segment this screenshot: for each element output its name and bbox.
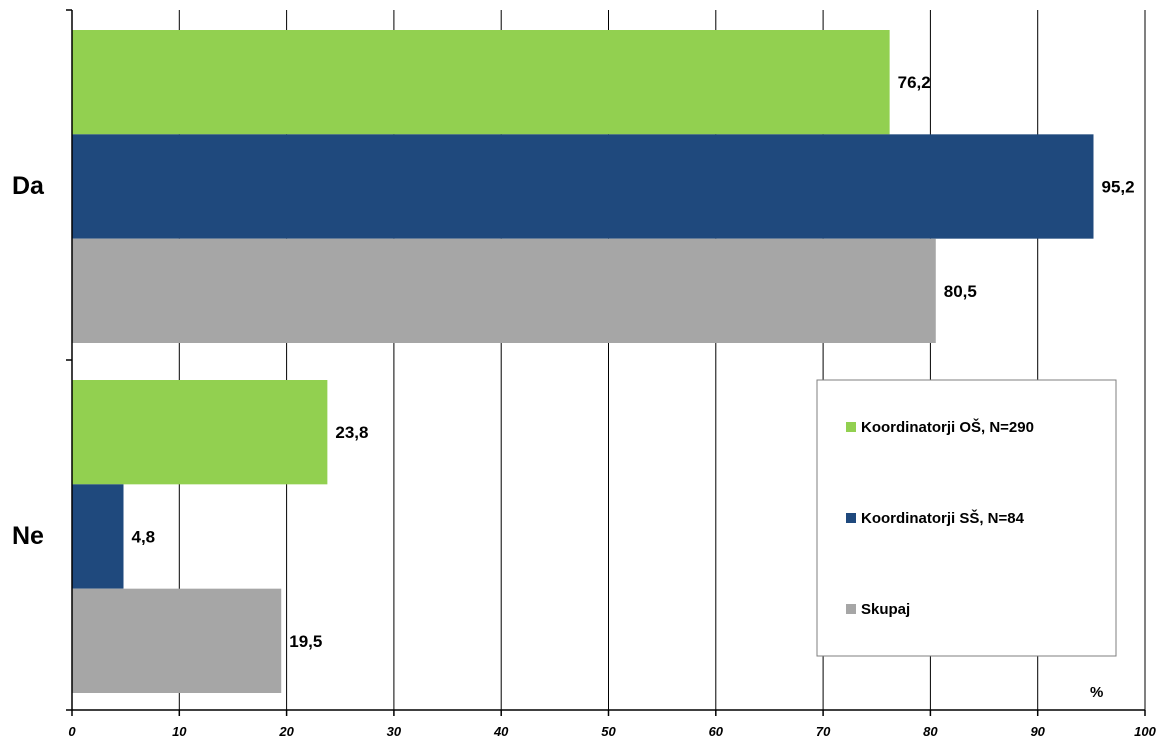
legend-swatch-series-3: [846, 604, 856, 614]
x-tick-label-100: 100: [1134, 724, 1156, 739]
category-label-da: Da: [12, 172, 45, 200]
legend-swatch-series-2: [846, 513, 856, 523]
legend-label-series-3: Skupaj: [861, 601, 910, 618]
category-labels: Da Ne: [12, 172, 45, 550]
x-tick-label-30: 30: [387, 724, 402, 739]
data-label-da-series-3: 80,5: [944, 282, 977, 301]
x-tick-label-70: 70: [816, 724, 831, 739]
bar-da-series-1: [72, 30, 890, 135]
bars: [72, 30, 1094, 693]
x-tick-label-0: 0: [68, 724, 76, 739]
x-tick-label-50: 50: [601, 724, 616, 739]
data-label-ne-series-2: 4,8: [132, 528, 156, 547]
x-tick-label-40: 40: [493, 724, 509, 739]
legend-label-series-1: Koordinatorji OŠ, N=290: [861, 418, 1034, 436]
axes: [66, 9, 1146, 716]
bar-ne-series-3: [72, 588, 282, 693]
legend-swatch-series-1: [846, 422, 856, 432]
legend-box: [816, 379, 1117, 657]
bar-da-series-3: [72, 238, 936, 343]
x-unit-label: %: [1090, 684, 1103, 701]
x-tick-labels: 0 10 20 30 40 50 60 70 80 90 100: [68, 724, 1156, 739]
data-label-ne-series-3: 19,5: [289, 632, 322, 651]
bar-ne-series-1: [72, 380, 328, 485]
x-tick-label-90: 90: [1030, 724, 1045, 739]
data-label-da-series-2: 95,2: [1101, 178, 1134, 197]
x-tick-label-20: 20: [278, 724, 294, 739]
category-label-ne: Ne: [12, 522, 44, 550]
legend-label-series-2: Koordinatorji SŠ, N=84: [861, 509, 1025, 527]
x-tick-label-60: 60: [709, 724, 724, 739]
x-tick-label-80: 80: [923, 724, 938, 739]
x-tick-label-10: 10: [172, 724, 187, 739]
data-label-da-series-1: 76,2: [898, 73, 931, 92]
legend: Koordinatorji OŠ, N=290 Koordinatorji SŠ,…: [816, 379, 1117, 657]
bar-ne-series-2: [72, 484, 124, 589]
data-label-ne-series-1: 23,8: [335, 423, 368, 442]
value-labels: 76,2 95,2 80,5 23,8 4,8 19,5: [132, 73, 1135, 651]
bar-da-series-2: [72, 134, 1094, 239]
